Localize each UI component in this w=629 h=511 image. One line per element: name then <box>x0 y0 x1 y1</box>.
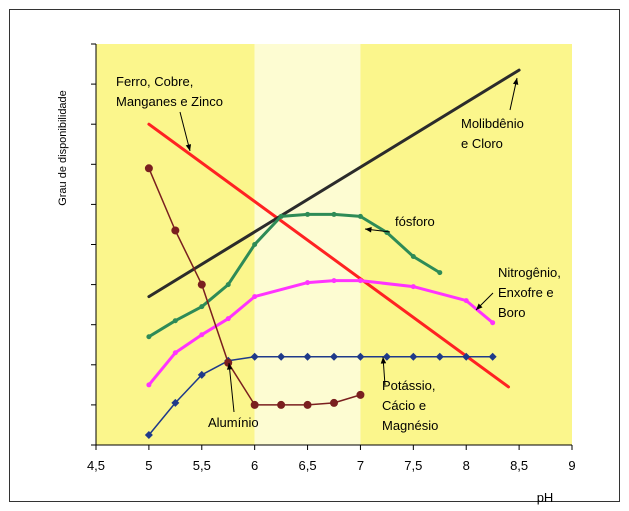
x-ticks: 4,5 5 5,5 6 6,5 7 7,5 8 8,5 9 <box>87 445 576 473</box>
axes <box>91 43 572 446</box>
data-point <box>225 282 231 288</box>
data-point <box>410 254 416 260</box>
data-point <box>199 304 205 310</box>
data-point <box>356 352 365 361</box>
x-tick-label: 5,5 <box>193 458 211 473</box>
x-tick-label: 5 <box>145 458 152 473</box>
data-point <box>356 390 365 399</box>
data-point <box>490 320 496 326</box>
data-point <box>172 318 178 324</box>
data-point <box>357 278 363 284</box>
data-point <box>410 284 416 290</box>
data-point <box>305 211 311 217</box>
data-point <box>437 270 443 276</box>
data-point <box>305 280 311 286</box>
annotation-text: Boro <box>498 305 525 320</box>
data-point <box>331 278 337 284</box>
y-axis-label: Grau de disponibilidade <box>57 90 69 206</box>
x-tick-label: 7,5 <box>404 458 422 473</box>
data-point <box>278 213 284 219</box>
data-point <box>463 298 469 304</box>
annotation-text: Cácio e <box>382 398 426 413</box>
series-line-2 <box>147 212 442 339</box>
x-tick-label: 4,5 <box>87 458 105 473</box>
data-point <box>146 382 152 388</box>
series-line-1 <box>147 68 521 299</box>
data-point <box>224 358 233 367</box>
annotation-arrow <box>179 111 191 152</box>
data-point <box>384 229 390 235</box>
annotation-arrowhead <box>365 227 372 233</box>
series-lines <box>144 68 521 439</box>
data-point <box>146 334 152 340</box>
annotation-text: fósforo <box>395 214 435 229</box>
x-tick-label: 6,5 <box>299 458 317 473</box>
x-tick-label: 7 <box>357 458 364 473</box>
data-point <box>435 352 444 361</box>
annotation-text: Ferro, Cobre, <box>116 74 193 89</box>
x-axis-label: pH <box>537 490 554 505</box>
data-point <box>252 294 258 300</box>
annotation-text: Potássio, <box>382 378 435 393</box>
background-band-2 <box>360 44 572 445</box>
series-line-4 <box>148 356 494 436</box>
data-point <box>144 430 153 439</box>
data-point <box>382 352 391 361</box>
data-point <box>250 352 259 361</box>
data-point <box>199 332 205 338</box>
x-tick-label: 8 <box>463 458 470 473</box>
data-point <box>277 400 286 409</box>
annotations: Ferro, Cobre, Manganes e Zinco Molibdênio e… <box>116 74 561 433</box>
data-point <box>462 352 471 361</box>
series-line-0 <box>147 122 510 389</box>
annotation-text: Nitrogênio, <box>498 265 561 280</box>
annotation-arrowhead <box>512 78 519 85</box>
annotation-arrowhead <box>185 144 192 151</box>
data-point <box>330 398 338 407</box>
annotation-arrow <box>228 362 235 413</box>
data-point <box>409 352 418 361</box>
data-point <box>172 350 178 356</box>
data-point <box>171 226 180 235</box>
data-point <box>250 400 259 409</box>
data-point <box>252 242 258 247</box>
annotation-arrowhead <box>476 303 483 310</box>
annotation-text: Enxofre e <box>498 285 554 300</box>
data-point <box>171 398 180 407</box>
annotation-text: Manganes e Zinco <box>116 94 223 109</box>
annotation-arrowhead <box>226 363 233 370</box>
data-point <box>303 400 312 409</box>
data-point <box>197 370 206 379</box>
data-point <box>488 352 497 361</box>
background-bands <box>96 44 572 445</box>
annotation-text: Molibdênio <box>461 116 524 131</box>
data-point <box>144 164 153 173</box>
x-tick-label: 9 <box>568 458 575 473</box>
background-band-0 <box>96 44 255 445</box>
data-point <box>331 211 337 217</box>
x-tick-label: 8,5 <box>510 458 528 473</box>
x-tick-label: 6 <box>251 458 258 473</box>
data-point <box>330 352 338 361</box>
data-point <box>303 352 312 361</box>
annotation-text: Alumínio <box>208 415 259 430</box>
data-point <box>277 352 286 361</box>
background-band-1 <box>254 44 361 445</box>
data-point <box>225 316 231 322</box>
annotation-text: Magnésio <box>382 418 438 433</box>
data-point <box>357 213 363 219</box>
data-point <box>197 280 206 289</box>
annotation-arrowhead <box>380 357 387 364</box>
annotation-text: e Cloro <box>461 136 503 151</box>
